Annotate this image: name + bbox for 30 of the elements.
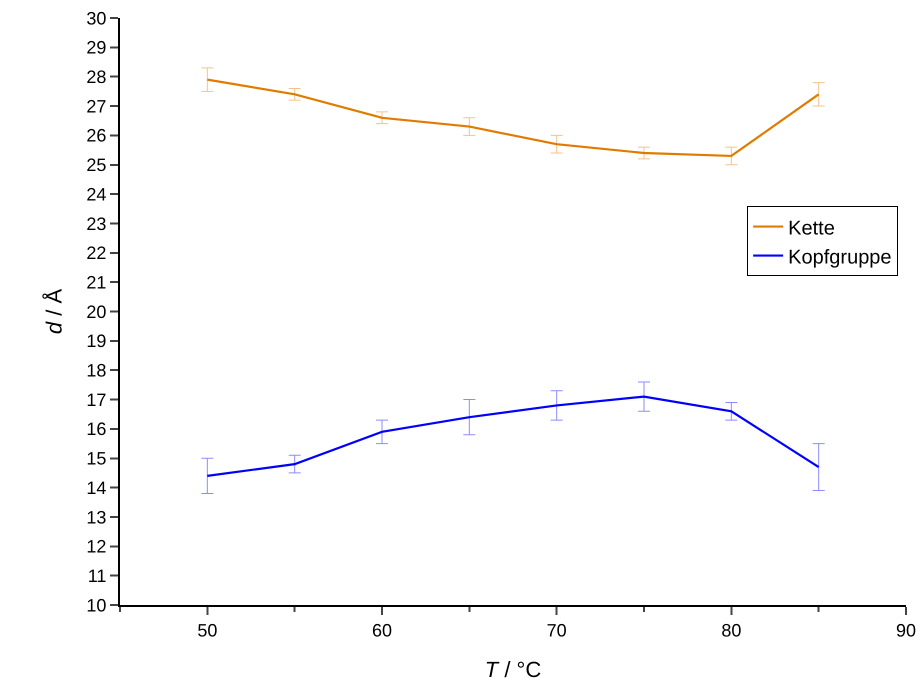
y-tick-label: 22 [86, 243, 106, 264]
x-tick-label: 90 [896, 620, 916, 641]
y-tick-label: 21 [86, 272, 106, 292]
x-tick-label: 80 [721, 620, 742, 641]
y-tick-label: 28 [86, 67, 106, 87]
y-tick-label: 23 [86, 214, 106, 234]
legend-label: Kopfgruppe [788, 246, 892, 268]
y-tick-label: 15 [86, 448, 106, 469]
y-tick-label: 29 [86, 38, 106, 58]
y-tick-label: 18 [86, 360, 106, 380]
y-tick-label: 20 [86, 302, 106, 322]
y-tick-label: 25 [86, 155, 106, 176]
y-tick-label: 16 [86, 419, 106, 440]
y-tick-label: 10 [86, 595, 106, 616]
x-tick-label: 60 [372, 620, 392, 641]
y-tick-label: 11 [88, 566, 106, 586]
y-axis-title: d / Å [42, 288, 67, 334]
y-tick-label: 19 [86, 331, 106, 352]
y-tick-label: 24 [86, 184, 106, 204]
x-axis-title: T / °C [484, 657, 542, 682]
y-tick-label: 17 [86, 390, 106, 410]
y-tick-label: 27 [86, 96, 106, 116]
y-tick-label: 12 [86, 536, 106, 557]
x-tick-label: 70 [546, 620, 567, 641]
x-tick-label: 50 [197, 620, 218, 641]
y-tick-label: 13 [86, 507, 106, 528]
y-tick-label: 26 [86, 126, 106, 146]
y-tick-label: 14 [86, 478, 106, 498]
y-tick-label: 30 [86, 8, 106, 28]
legend-label: Kette [788, 217, 835, 240]
